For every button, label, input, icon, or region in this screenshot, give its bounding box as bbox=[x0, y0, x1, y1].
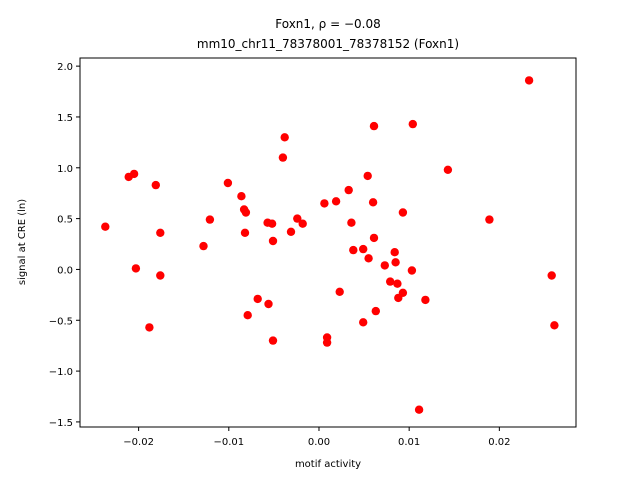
data-point bbox=[398, 208, 408, 217]
data-point bbox=[349, 245, 358, 255]
y-tick-label: 1.0 bbox=[57, 164, 73, 175]
data-point bbox=[414, 405, 424, 414]
data-point bbox=[368, 198, 378, 207]
data-point bbox=[264, 299, 273, 309]
data-point bbox=[293, 214, 302, 223]
data-point bbox=[335, 287, 344, 296]
data-point bbox=[390, 248, 399, 257]
x-tick-label: 0.01 bbox=[398, 437, 420, 448]
x-tick-label: 0.00 bbox=[308, 437, 330, 448]
data-point bbox=[129, 169, 139, 179]
data-point bbox=[547, 271, 556, 280]
data-points bbox=[101, 76, 559, 414]
y-axis-label: signal at CRE (ln) bbox=[17, 199, 28, 285]
data-point bbox=[331, 197, 341, 206]
y-tick-label: 2.0 bbox=[57, 62, 73, 73]
x-tick-label: 0.02 bbox=[488, 437, 510, 448]
x-axis-label: motif activity bbox=[295, 459, 361, 470]
data-point bbox=[391, 258, 400, 267]
data-point bbox=[369, 233, 379, 243]
data-point bbox=[408, 119, 417, 129]
data-point bbox=[237, 192, 246, 201]
data-point bbox=[268, 236, 278, 246]
plot-frame bbox=[79, 57, 577, 428]
data-point bbox=[364, 254, 373, 263]
x-tick-label: −0.02 bbox=[123, 437, 154, 448]
data-point bbox=[320, 199, 329, 208]
data-point bbox=[205, 215, 215, 224]
data-point bbox=[156, 271, 165, 280]
y-axis-ticks: −1.5 −1.0 −0.5 0.0 0.5 1.0 1.5 2.0 bbox=[49, 62, 80, 429]
data-point bbox=[241, 208, 251, 217]
data-point bbox=[267, 219, 277, 228]
data-point bbox=[421, 295, 430, 305]
data-point bbox=[363, 171, 372, 181]
data-point bbox=[550, 321, 559, 330]
data-point bbox=[145, 323, 154, 332]
data-point bbox=[322, 338, 332, 347]
chart-title: Foxn1, ρ = −0.08 mm10_chr11_78378001_783… bbox=[197, 17, 459, 51]
data-point bbox=[280, 133, 289, 142]
y-tick-label: −1.0 bbox=[49, 367, 73, 378]
data-point bbox=[347, 218, 356, 227]
data-point bbox=[286, 227, 296, 236]
data-point bbox=[393, 279, 402, 288]
data-point bbox=[223, 178, 233, 188]
chart-title-line2: mm10_chr11_78378001_78378152 (Foxn1) bbox=[197, 37, 459, 51]
data-point bbox=[240, 228, 250, 237]
data-point bbox=[485, 215, 494, 224]
data-point bbox=[398, 288, 408, 297]
data-point bbox=[101, 222, 110, 231]
data-point bbox=[199, 241, 208, 251]
data-point bbox=[443, 165, 453, 174]
data-point bbox=[407, 266, 417, 275]
data-point bbox=[371, 306, 380, 316]
y-tick-label: −0.5 bbox=[49, 316, 73, 327]
data-point bbox=[253, 294, 262, 304]
data-point bbox=[344, 185, 353, 195]
data-point bbox=[359, 318, 368, 327]
data-point bbox=[380, 261, 389, 270]
y-tick-label: −1.5 bbox=[49, 418, 73, 429]
data-point bbox=[278, 153, 288, 162]
data-point bbox=[524, 76, 534, 85]
y-tick-label: 0.0 bbox=[57, 265, 73, 276]
chart-title-line1: Foxn1, ρ = −0.08 bbox=[275, 17, 381, 31]
x-axis-ticks: −0.02 −0.01 0.00 0.01 0.02 bbox=[123, 427, 510, 448]
data-point bbox=[151, 180, 160, 190]
data-point bbox=[156, 228, 165, 237]
x-tick-label: −0.01 bbox=[213, 437, 244, 448]
data-point bbox=[298, 219, 307, 228]
data-point bbox=[369, 121, 379, 131]
data-point bbox=[359, 244, 368, 254]
data-point bbox=[243, 311, 252, 320]
data-point bbox=[386, 277, 395, 286]
y-tick-label: 1.5 bbox=[57, 113, 73, 124]
data-point bbox=[268, 336, 278, 345]
y-tick-label: 0.5 bbox=[57, 215, 73, 226]
data-point bbox=[131, 264, 141, 273]
